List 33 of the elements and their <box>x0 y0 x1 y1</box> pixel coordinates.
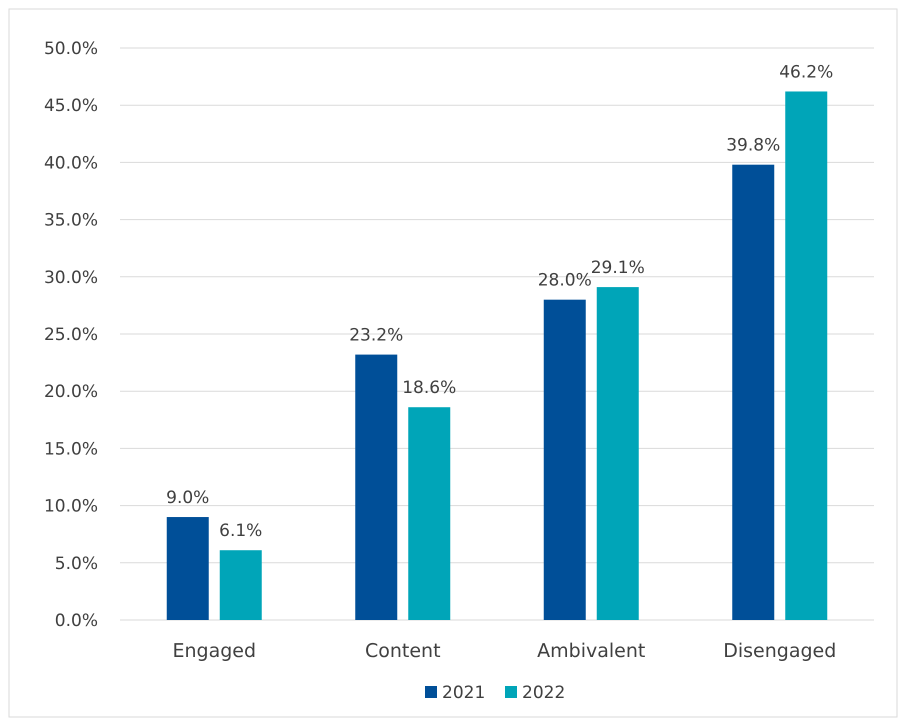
y-tick-label: 5.0% <box>54 554 98 574</box>
data-label: 23.2% <box>349 326 404 346</box>
x-tick-label: Ambivalent <box>537 640 646 662</box>
y-tick-label: 0.0% <box>54 611 98 631</box>
bar <box>166 517 209 620</box>
y-tick-label: 10.0% <box>44 496 98 517</box>
y-tick-label: 50.0% <box>44 39 98 59</box>
y-tick-label: 40.0% <box>44 153 98 174</box>
y-tick-label: 35.0% <box>44 210 98 231</box>
y-tick-label: 25.0% <box>44 325 98 345</box>
bar <box>355 354 398 620</box>
data-label: 39.8% <box>726 136 780 156</box>
y-tick-label: 30.0% <box>44 268 98 288</box>
legend-label: 2022 <box>522 683 566 703</box>
y-tick-label: 20.0% <box>44 382 98 402</box>
y-tick-label: 15.0% <box>44 439 98 460</box>
data-label: 29.1% <box>590 258 645 278</box>
data-label: 6.1% <box>219 521 262 542</box>
bar <box>785 91 828 620</box>
bar <box>220 550 262 620</box>
x-tick-label: Engaged <box>172 640 256 662</box>
x-tick-label: Content <box>364 640 441 662</box>
data-label: 46.2% <box>779 62 834 82</box>
data-label: 28.0% <box>538 270 592 291</box>
bar <box>544 300 586 620</box>
bar <box>408 407 450 620</box>
data-label: 9.0% <box>166 488 210 508</box>
y-tick-label: 45.0% <box>44 96 98 116</box>
x-tick-label: Disengaged <box>723 640 836 662</box>
data-label: 18.6% <box>402 378 456 398</box>
legend-label: 2021 <box>442 683 486 703</box>
bar <box>596 287 639 620</box>
bar <box>732 164 774 620</box>
